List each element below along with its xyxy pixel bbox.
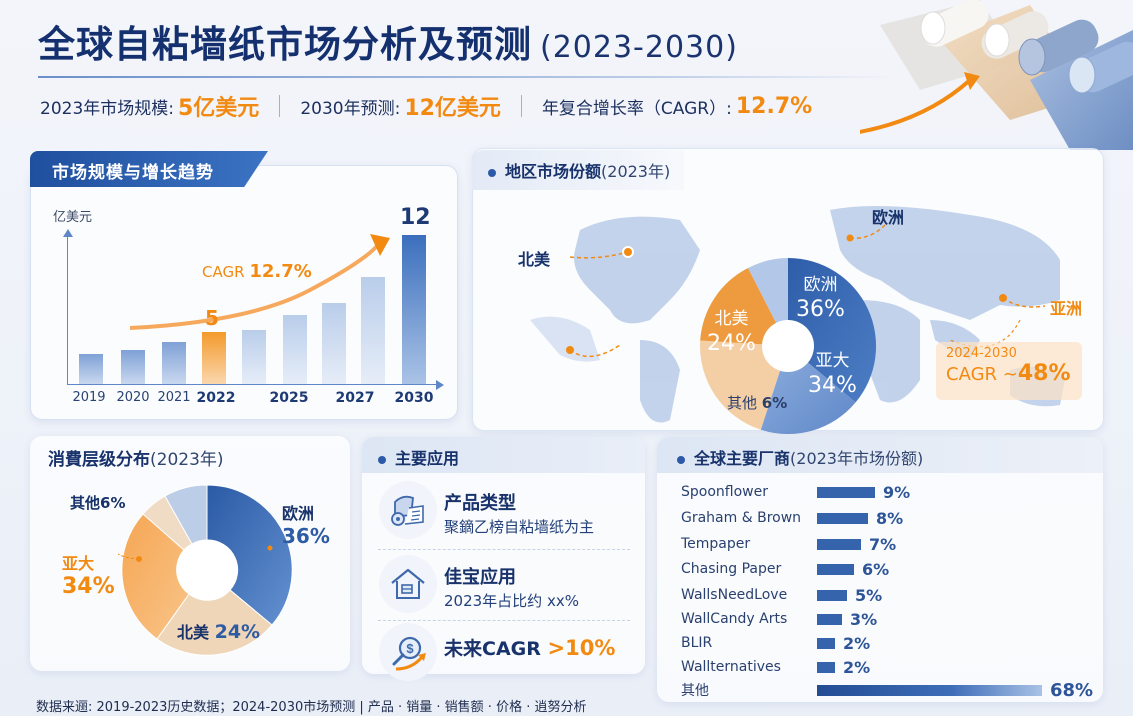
stat-2030-value: 12亿美元 [404,96,501,121]
vendor-row: Graham & Brown 8% [681,508,904,528]
vendor-row: Chasing Paper 6% [681,559,890,579]
bullet-icon [677,455,685,464]
x-tick: 2021 [157,390,191,405]
vendor-row: Tempaper 7% [681,534,897,554]
vendor-row: WallsNeedLove 5% [681,585,883,605]
vendor-row: WallCandy Arts 3% [681,609,878,629]
vendor-row: BLIR 2% [681,633,871,653]
vendor-row: Wallternatives 2% [681,657,871,677]
data-source-footer: 数据来逦: 2019-2023历史数据；2024-2030市场预测 | 产品 ·… [36,700,587,715]
y-axis-unit: 亿美元 [53,210,93,225]
vendor-bar [817,613,842,625]
x-tick: 2022 [196,390,236,406]
bar-2027 [361,277,385,384]
pie-label-europe: 欧洲 36% [796,275,845,323]
stat-cagr-value: 12.7% [735,93,813,119]
app-item-subtitle: 聚鏑乙榜自粘墙纸为主 [444,518,595,536]
title-divider [38,76,898,78]
page-title: 全球自粘墙纸市场分析及预测 (2023-2030) [38,23,738,66]
asia-cagr-callout: 2024-2030 CAGR ~48% [936,342,1082,400]
y-axis-arrow-icon [63,229,73,237]
applications-header: 主要应用 [362,437,645,473]
bar-2026 [322,303,346,384]
x-tick: 2027 [335,390,375,406]
house-icon [379,555,437,613]
stat-cagr-label: 年复合增长率（CAGR）: [541,98,732,119]
tier-label-europe: 欧洲 36% [282,504,330,548]
stat-2030-label: 2030年预测: [300,98,401,119]
bar-2020 [121,350,145,384]
value-label-2022: 5 [205,306,219,330]
key-stats: 2023年市场规模: 5亿美元 2030年预测: 12亿美元 年复合增长率（CA… [40,90,812,122]
divider [378,620,630,621]
x-axis [67,384,437,385]
pie-label-other: 其他 6% [727,394,788,412]
vendor-bar [817,637,835,649]
map-label-asia: 亚洲 [1050,299,1083,318]
vendors-card [657,437,1103,702]
bar-2030 [402,235,426,384]
app-item-title: 产品类型 [444,493,516,514]
pie-label-north-america: 北美 24% [707,309,756,357]
vendor-row: Spoonflower 9% [681,482,911,502]
world-map [530,206,1065,423]
vendor-bar [817,661,835,673]
vendors-header: 全球主要厂商(2023年市场份额) [657,437,1103,473]
region-pie-chart [700,258,877,435]
bar-2021 [162,342,186,384]
pie-label-apac: 亚大 34% [808,351,857,399]
stat-2023-label: 2023年市场规模: [40,98,174,119]
title-years: (2023-2030) [540,30,738,65]
vendor-bar [817,512,868,524]
svg-text:$: $ [406,641,414,656]
x-tick: 2020 [116,390,150,405]
future-cagr: 未来CAGR >10% [444,636,616,660]
map-label-north-america: 北美 [518,250,551,269]
x-tick: 2019 [72,390,106,405]
bar-2019 [79,354,103,384]
app-item-title: 佳宝应用 [444,567,516,588]
tier-label-other: 其他6% [70,494,126,512]
vendor-bar [817,589,847,601]
vendor-bar [817,563,854,575]
bar-2022 [202,332,226,384]
bullet-icon [378,455,386,464]
vendor-row: 其他 68% [681,679,1094,701]
wallpaper-rolls-illustration [860,0,1133,150]
tier-label-north-america: 北美 24% [177,621,261,643]
tier-label-apac: 亚大 34% [62,554,115,599]
vendor-bar [817,684,1042,696]
x-tick: 2025 [269,390,309,406]
app-item-subtitle: 2023年占比约 xx% [444,592,579,610]
growth-trend-arrow [130,234,390,330]
vendor-bar [817,538,861,550]
x-axis-arrow-icon [436,380,444,390]
stat-2023-value: 5亿美元 [178,96,260,121]
bullet-icon [488,168,496,177]
consumer-tier-donut [118,484,293,656]
stat-divider [520,95,522,117]
stat-divider [279,95,281,117]
divider [378,549,630,550]
value-label-2030: 12 [400,205,431,230]
cagr-annotation: CAGR 12.7% [202,261,312,282]
y-axis [67,235,68,385]
consumer-tier-title: 消費层级分布(2023年) [48,450,224,470]
map-label-europe: 欧洲 [872,208,905,227]
region-share-header: 地区市场份额(2023年) [472,150,684,190]
x-tick: 2030 [394,390,434,406]
market-size-title: 市场规模与增长趋势 [30,151,268,187]
vendor-bar [817,486,875,498]
bar-2023 [242,330,266,384]
bar-2025 [283,315,307,384]
dollar-growth-icon: $ [379,623,437,681]
wallpaper-roll-icon [379,481,437,539]
